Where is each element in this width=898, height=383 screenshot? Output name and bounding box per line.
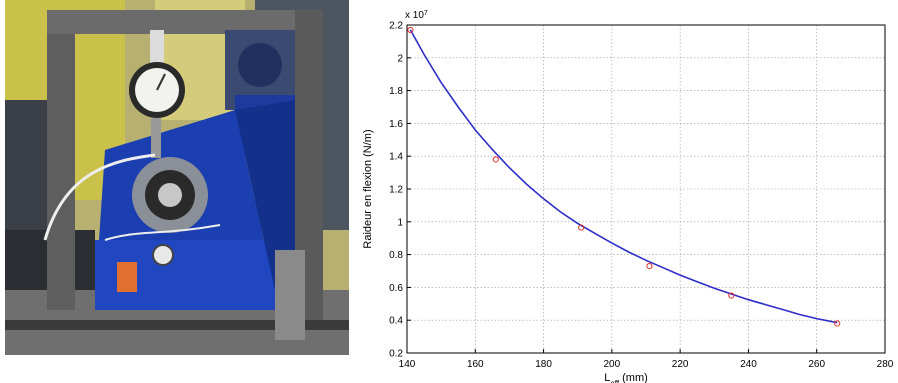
x-tick-label: 220 <box>672 359 689 370</box>
x-tick-label: 260 <box>808 359 825 370</box>
y-tick-label: 1 <box>397 217 403 228</box>
x-tick-label: 160 <box>467 359 484 370</box>
x-tick-label: 200 <box>604 359 621 370</box>
stiffness-chart: 140 160 180 200 220 240 260 280 0.2 0.4 0.6 0.8 1 1.… <box>352 0 898 383</box>
y-tick-label: 0.4 <box>389 316 403 327</box>
y-axis-title: Raideur en flexion (N/m) <box>362 129 374 248</box>
fit-curve <box>409 29 838 324</box>
x-tick-label: 240 <box>740 359 757 370</box>
measurement-point <box>646 262 653 270</box>
x-tick-label: 140 <box>399 359 416 370</box>
y-tick-label: 1.6 <box>389 119 403 130</box>
y-tick-label: 0.8 <box>389 250 403 261</box>
y-tick-label: 2.2 <box>389 21 403 32</box>
measurement-point <box>578 224 585 231</box>
y-axis-ticks: 0.2 0.4 0.6 0.8 1 1.2 1.4 1.6 1.8 2 2.2 <box>389 21 411 360</box>
y-tick-label: 2 <box>397 53 403 64</box>
measurement-point <box>407 26 414 34</box>
measurement-point <box>728 292 735 299</box>
measurement-markers <box>407 26 841 327</box>
y-tick-label: 1.8 <box>389 86 403 97</box>
grid-lines <box>406 24 886 354</box>
x-axis-ticks: 140 160 180 200 220 240 260 280 <box>399 349 894 370</box>
x-tick-label: 180 <box>535 359 552 370</box>
x-tick-label: 280 <box>877 359 894 370</box>
x-axis-title: Leff (mm) <box>604 372 648 383</box>
measurement-point <box>492 156 499 163</box>
y-tick-label: 1.2 <box>389 185 403 196</box>
measurement-point <box>834 320 841 327</box>
y-tick-label: 1.4 <box>389 152 403 163</box>
test-rig-photo <box>5 0 349 355</box>
y-tick-label: 0.6 <box>389 283 403 294</box>
y-exponent-label: x 107 <box>405 10 428 22</box>
y-tick-label: 0.2 <box>389 349 403 360</box>
